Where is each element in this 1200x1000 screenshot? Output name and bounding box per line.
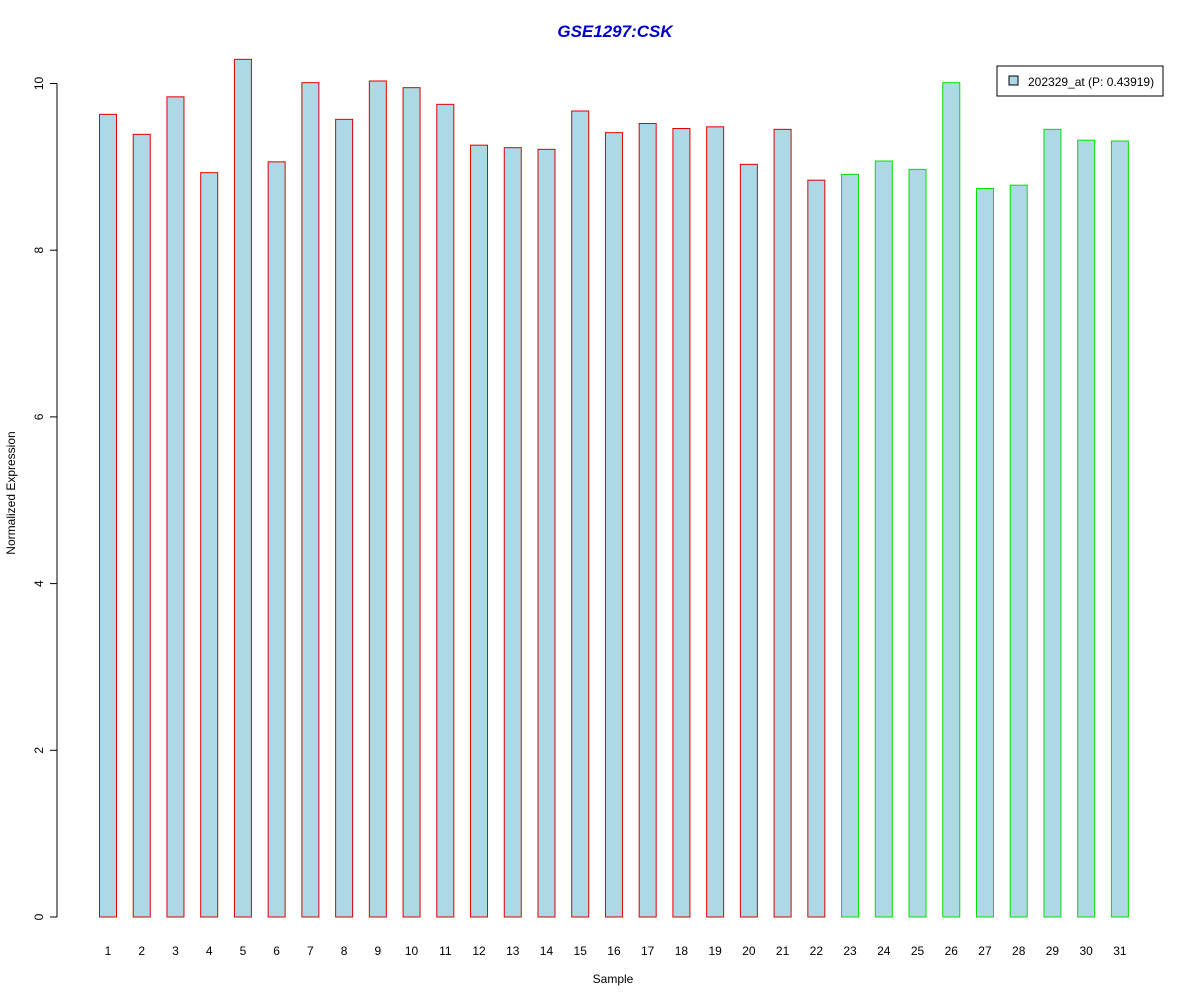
x-tick-label: 14	[540, 944, 554, 958]
bar	[739, 163, 758, 918]
x-tick-label: 29	[1046, 944, 1060, 958]
bar	[942, 82, 961, 918]
bar	[537, 148, 556, 918]
y-tick-label: 6	[32, 413, 46, 420]
x-tick-label: 16	[607, 944, 621, 958]
x-tick-label: 17	[641, 944, 655, 958]
legend-label: 202329_at (P: 0.43919)	[1028, 75, 1154, 89]
x-tick-label: 9	[374, 944, 381, 958]
bar	[335, 118, 354, 918]
bar-series	[99, 58, 1129, 918]
bar	[503, 147, 522, 918]
bar	[773, 128, 792, 918]
x-tick-label: 26	[945, 944, 959, 958]
bar	[571, 110, 590, 918]
x-tick-label: 11	[439, 944, 452, 958]
bar	[975, 188, 994, 918]
y-axis-title: Normalized Expression	[4, 431, 18, 554]
bar	[267, 161, 286, 918]
x-tick-label: 25	[911, 944, 925, 958]
x-tick-label: 19	[708, 944, 722, 958]
bar	[638, 123, 657, 918]
x-tick-label: 30	[1079, 944, 1093, 958]
x-tick-label: 27	[978, 944, 992, 958]
bar	[874, 160, 893, 918]
x-tick-label: 4	[206, 944, 213, 958]
x-tick-label: 7	[307, 944, 314, 958]
bar	[706, 126, 725, 918]
x-axis-tick-labels: 1 2 3 4 5 6 7 8 9 10 11 12 13 14 15 16 17 18 19 20 21 22 23 24 2…	[105, 944, 1127, 958]
x-tick-label: 28	[1012, 944, 1026, 958]
bar	[1077, 139, 1096, 918]
x-tick-label: 8	[341, 944, 348, 958]
x-tick-label: 31	[1113, 944, 1127, 958]
bar	[301, 82, 320, 918]
bar	[132, 133, 151, 918]
x-tick-label: 10	[405, 944, 419, 958]
x-tick-label: 2	[138, 944, 145, 958]
x-tick-label: 24	[877, 944, 891, 958]
x-tick-label: 12	[472, 944, 486, 958]
x-tick-label: 5	[240, 944, 247, 958]
x-tick-label: 22	[810, 944, 824, 958]
bar	[1043, 128, 1062, 918]
chart-title: GSE1297:CSK	[557, 22, 674, 41]
legend: 202329_at (P: 0.43919)	[996, 65, 1164, 97]
y-tick-label: 4	[32, 580, 46, 587]
y-tick-label: 8	[32, 247, 46, 254]
x-tick-label: 13	[506, 944, 520, 958]
y-tick-label: 10	[32, 77, 46, 91]
x-tick-label: 15	[574, 944, 588, 958]
x-tick-label: 18	[675, 944, 689, 958]
legend-swatch	[1008, 75, 1019, 86]
bar	[470, 144, 489, 918]
y-tick-label: 2	[32, 747, 46, 754]
bar	[1009, 184, 1028, 918]
bar	[672, 128, 691, 918]
y-tick-label: 0	[32, 913, 46, 920]
bar	[200, 172, 219, 918]
legend-box	[996, 65, 1164, 97]
bar	[436, 103, 455, 918]
bar	[1110, 140, 1129, 918]
bar	[841, 173, 860, 918]
x-tick-label: 3	[172, 944, 179, 958]
x-axis-title: Sample	[593, 972, 634, 986]
bar	[604, 132, 623, 918]
x-tick-label: 6	[273, 944, 280, 958]
x-tick-label: 21	[776, 944, 790, 958]
bar	[368, 80, 387, 918]
x-tick-label: 1	[105, 944, 112, 958]
bar	[402, 87, 421, 918]
bar	[807, 179, 826, 918]
bar	[166, 96, 185, 918]
x-tick-label: 23	[843, 944, 857, 958]
y-axis: 0 2 4 6 8 10	[32, 77, 58, 920]
bar	[233, 58, 252, 918]
x-tick-label: 20	[742, 944, 756, 958]
bar	[99, 113, 117, 918]
bar	[908, 168, 927, 918]
